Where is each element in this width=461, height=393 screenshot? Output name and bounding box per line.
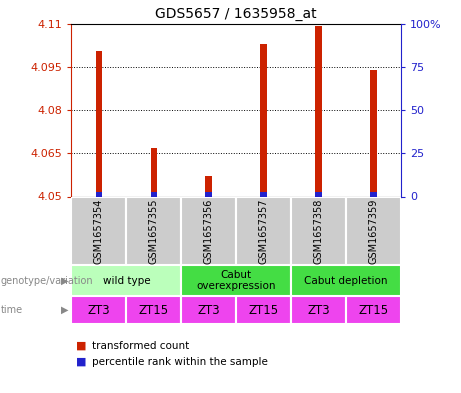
Bar: [236, 196, 291, 265]
Bar: [71, 265, 181, 296]
Bar: [260, 192, 267, 196]
Text: ZT15: ZT15: [359, 303, 389, 317]
Text: ZT3: ZT3: [88, 303, 110, 317]
Bar: [260, 44, 267, 196]
Bar: [95, 51, 102, 196]
Text: ▶: ▶: [61, 275, 68, 286]
Text: GSM1657358: GSM1657358: [313, 198, 324, 264]
Text: ZT15: ZT15: [139, 303, 169, 317]
Text: GSM1657355: GSM1657355: [149, 198, 159, 264]
Text: ■: ■: [76, 356, 87, 367]
Bar: [181, 296, 236, 324]
Text: ■: ■: [76, 341, 87, 351]
Bar: [151, 192, 157, 196]
Text: Cabut depletion: Cabut depletion: [304, 275, 388, 286]
Bar: [181, 196, 236, 265]
Text: GSM1657354: GSM1657354: [94, 198, 104, 264]
Text: ▶: ▶: [61, 305, 68, 315]
Title: GDS5657 / 1635958_at: GDS5657 / 1635958_at: [155, 7, 317, 21]
Text: ZT3: ZT3: [307, 303, 330, 317]
Text: wild type: wild type: [103, 275, 150, 286]
Bar: [370, 192, 377, 196]
Bar: [151, 147, 157, 196]
Text: percentile rank within the sample: percentile rank within the sample: [92, 356, 268, 367]
Bar: [206, 176, 212, 196]
Text: ZT3: ZT3: [197, 303, 220, 317]
Bar: [370, 70, 377, 196]
Bar: [126, 296, 181, 324]
Bar: [291, 296, 346, 324]
Bar: [346, 296, 401, 324]
Text: GSM1657356: GSM1657356: [204, 198, 214, 264]
Bar: [71, 296, 126, 324]
Bar: [206, 192, 212, 196]
Bar: [346, 196, 401, 265]
Bar: [181, 265, 291, 296]
Text: genotype/variation: genotype/variation: [1, 275, 94, 286]
Bar: [236, 296, 291, 324]
Text: ZT15: ZT15: [248, 303, 279, 317]
Bar: [126, 196, 181, 265]
Bar: [291, 196, 346, 265]
Bar: [315, 26, 322, 196]
Text: GSM1657359: GSM1657359: [369, 198, 378, 264]
Bar: [315, 192, 322, 196]
Text: Cabut
overexpression: Cabut overexpression: [196, 270, 276, 291]
Bar: [71, 196, 126, 265]
Text: time: time: [1, 305, 23, 315]
Text: transformed count: transformed count: [92, 341, 189, 351]
Text: GSM1657357: GSM1657357: [259, 198, 269, 264]
Bar: [95, 192, 102, 196]
Bar: [291, 265, 401, 296]
